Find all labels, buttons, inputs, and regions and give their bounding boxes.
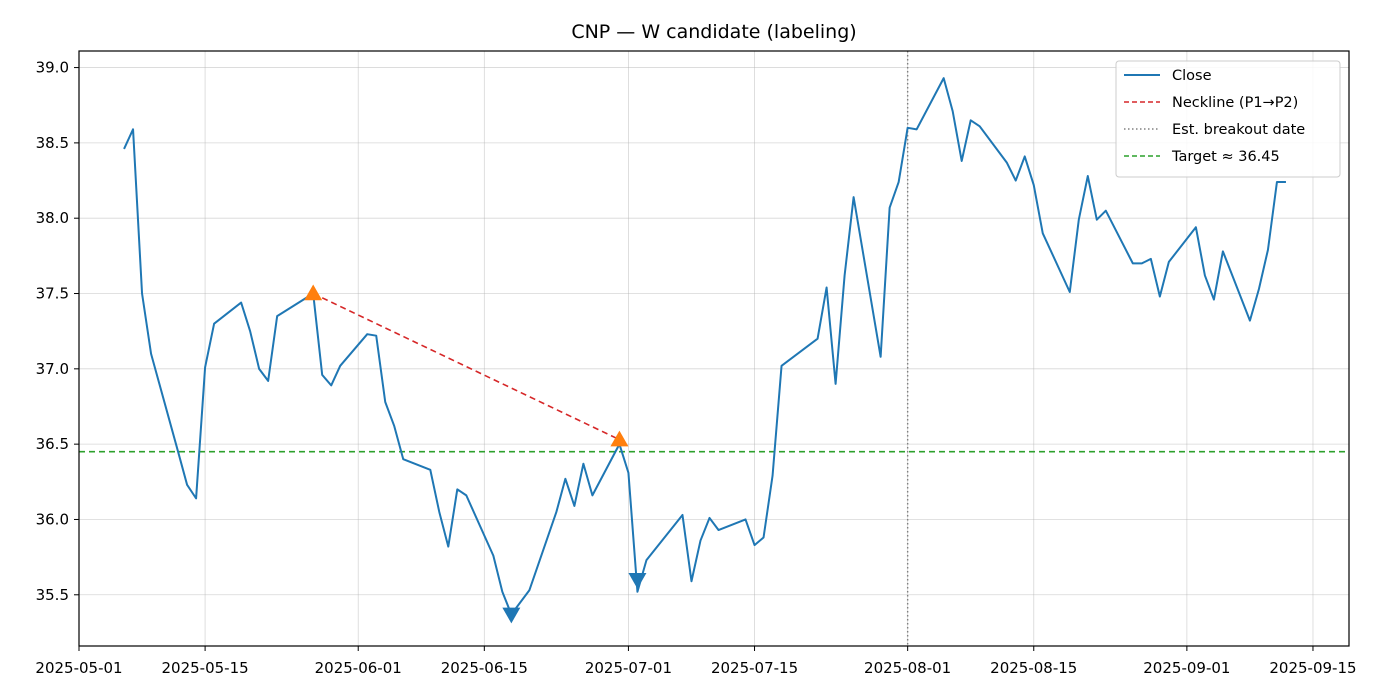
plot-area <box>123 77 1286 616</box>
x-axis: 2025-05-01 2025-05-15 2025-06-01 2025-06-15… <box>35 646 1357 677</box>
y-tick-label: 37.5 <box>36 285 69 303</box>
chart-title: CNP — W candidate (labeling) <box>571 21 856 43</box>
x-tick-label: 2025-06-01 <box>315 659 402 677</box>
y-tick-label: 38.0 <box>36 209 69 227</box>
close-price-line <box>123 77 1286 616</box>
legend-label: Target ≈ 36.45 <box>1171 149 1280 165</box>
legend-label: Est. breakout date <box>1172 122 1305 138</box>
y-tick-label: 36.0 <box>36 510 69 528</box>
legend-box <box>1115 60 1341 178</box>
x-tick-label: 2025-09-15 <box>1269 659 1356 677</box>
y-tick-label: 37.0 <box>36 360 69 378</box>
y-tick-label: 35.5 <box>36 586 69 604</box>
peak-marker-p1 <box>304 284 323 301</box>
x-tick-label: 2025-07-15 <box>711 659 798 677</box>
x-tick-label: 2025-05-01 <box>35 659 122 677</box>
x-tick-label: 2025-05-15 <box>162 659 249 677</box>
y-tick-label: 39.0 <box>36 59 69 77</box>
x-tick-label: 2025-09-01 <box>1143 659 1230 677</box>
y-tick-label: 38.5 <box>36 134 69 152</box>
reference-lines <box>79 51 1349 646</box>
axes-frame <box>78 50 1350 647</box>
pattern-markers <box>304 284 647 624</box>
trough-marker-t2 <box>628 572 647 589</box>
legend-label: Close <box>1172 68 1212 84</box>
x-tick-label: 2025-06-15 <box>441 659 528 677</box>
y-tick-label: 36.5 <box>36 435 69 453</box>
x-tick-label: 2025-08-01 <box>864 659 951 677</box>
x-tick-label: 2025-07-01 <box>585 659 672 677</box>
grid <box>78 51 1349 646</box>
y-axis: 35.5 36.0 36.5 37.0 37.5 38.0 38.5 39.0 <box>36 59 79 604</box>
peak-marker-p2 <box>610 430 629 447</box>
neckline <box>312 292 620 441</box>
x-tick-label: 2025-08-15 <box>990 659 1077 677</box>
trough-marker-t1 <box>502 607 521 624</box>
legend: Close Neckline (P1→P2) Est. breakout date T… <box>1115 60 1341 178</box>
legend-label: Neckline (P1→P2) <box>1172 95 1298 111</box>
